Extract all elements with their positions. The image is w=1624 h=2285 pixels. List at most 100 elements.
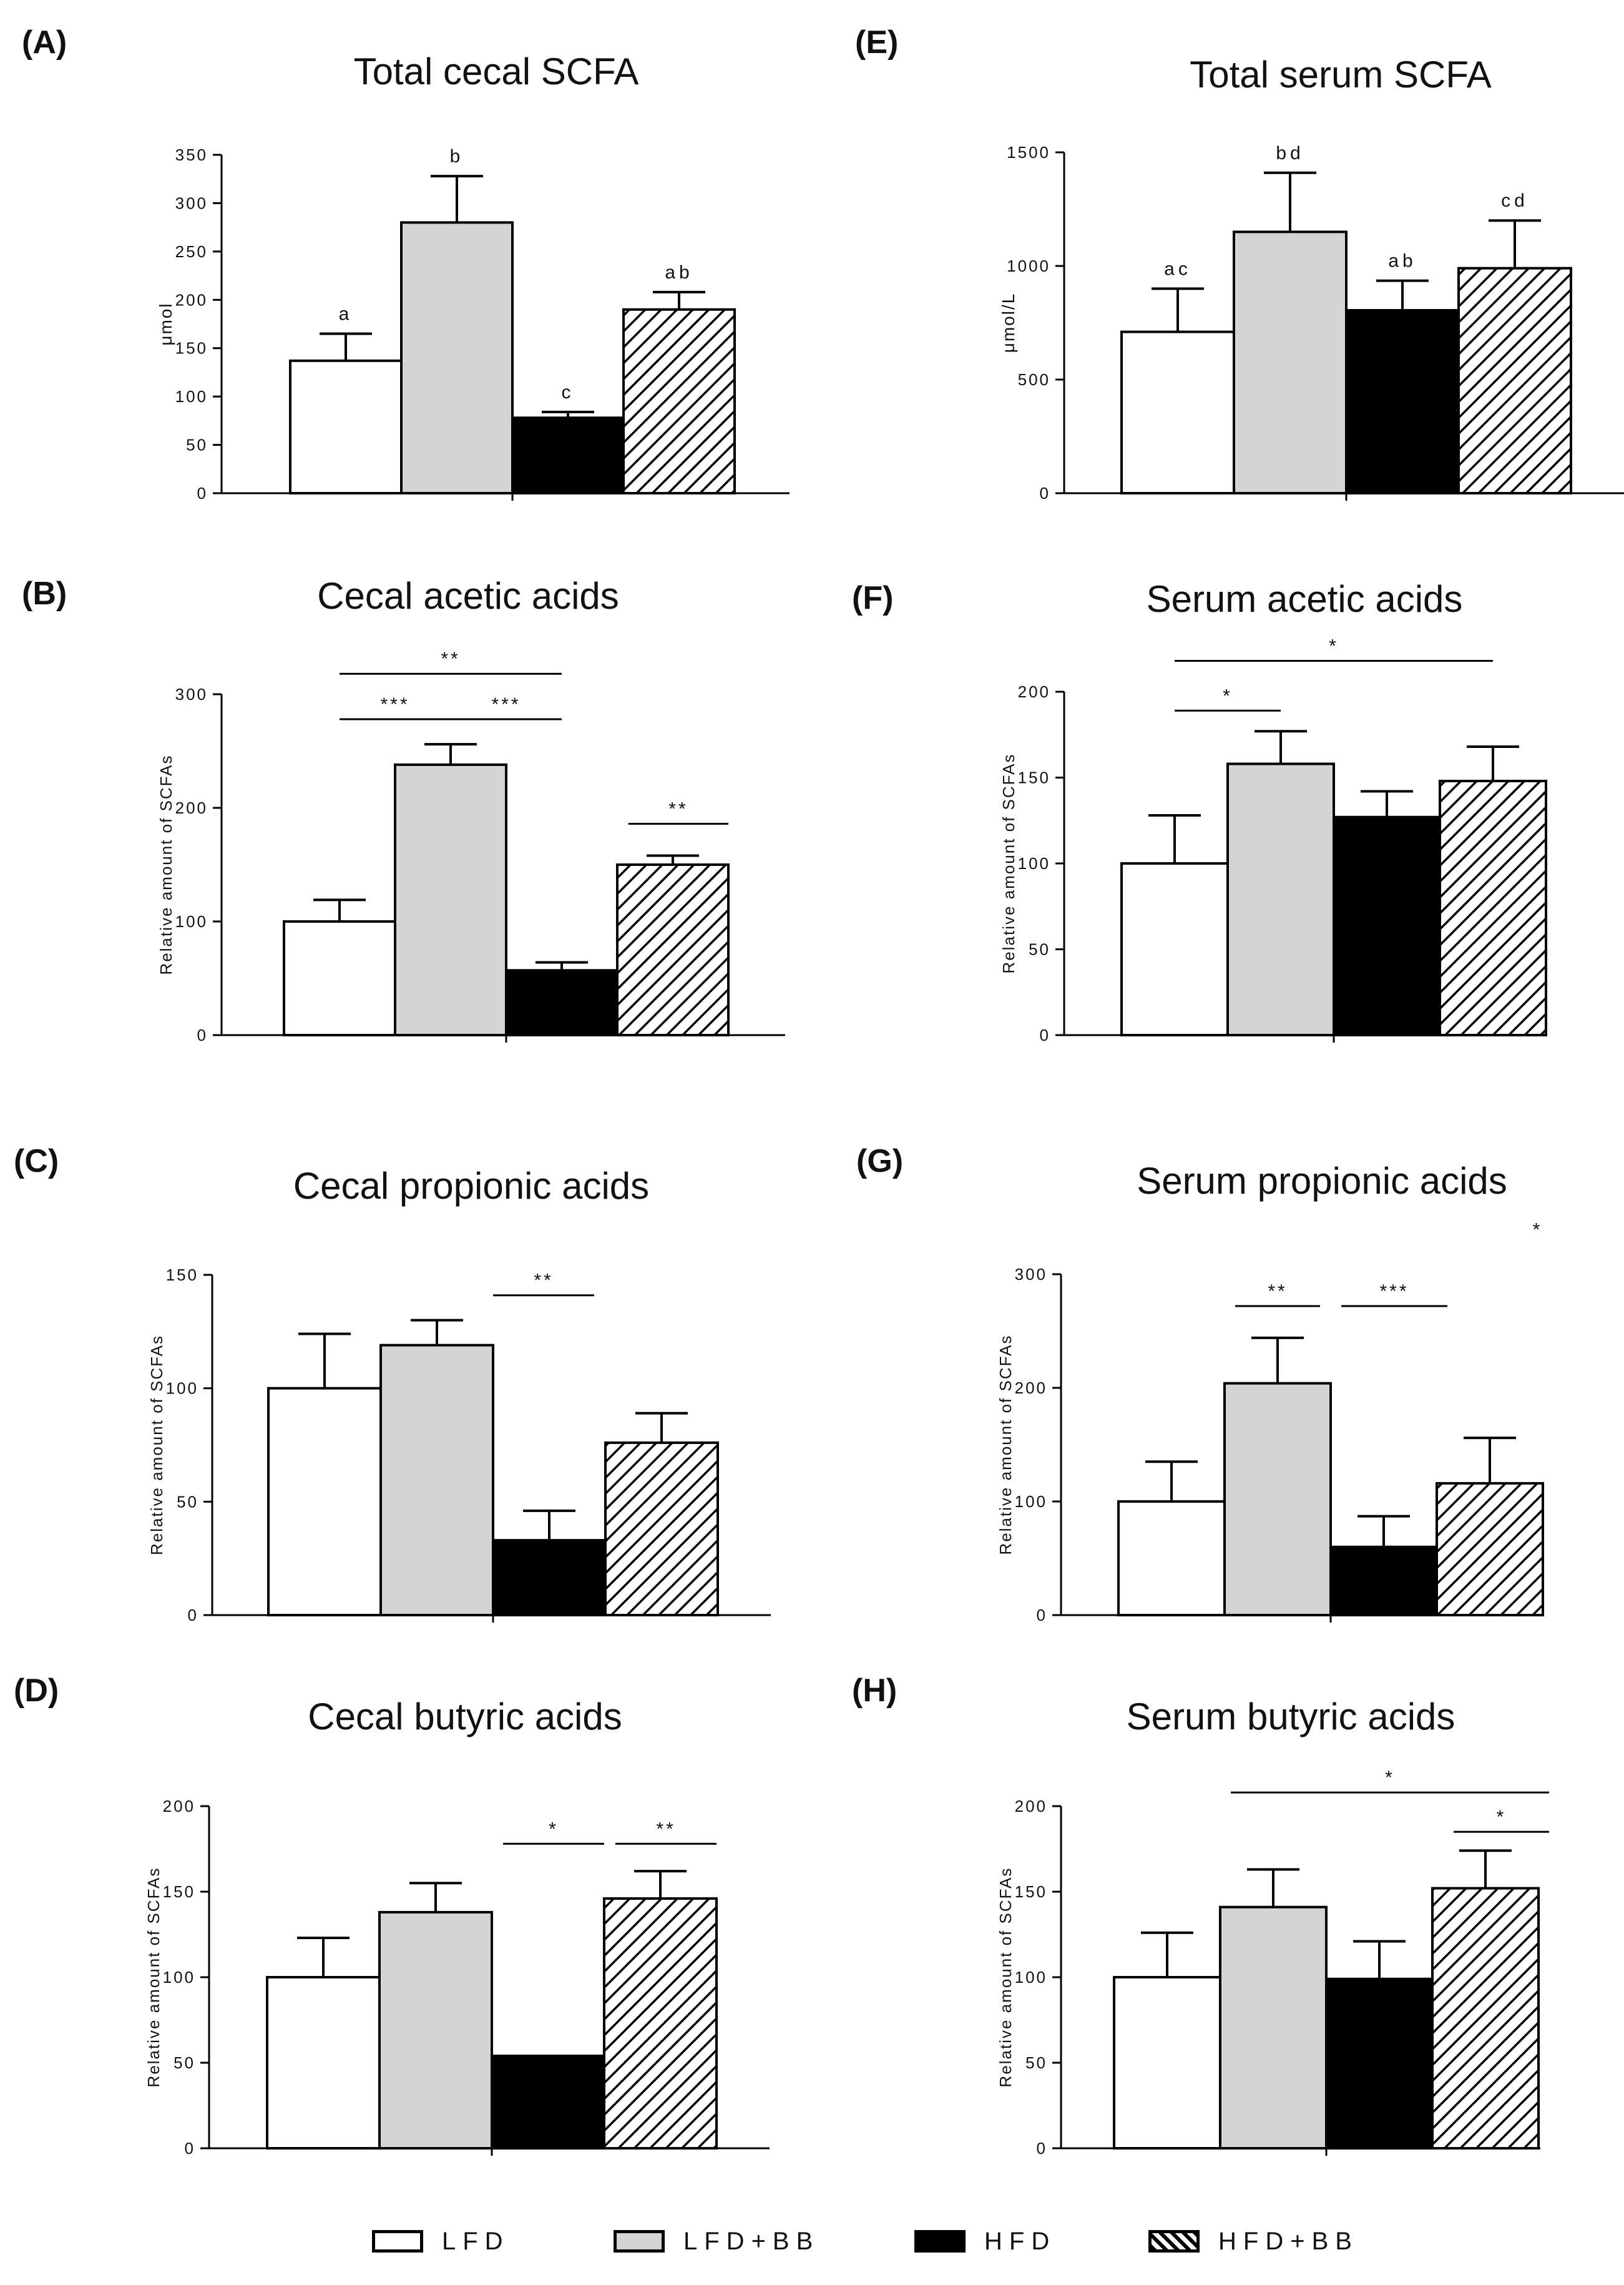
bar-lfd-bb xyxy=(400,221,514,494)
legend-label-hfd-bb: HFD+BB xyxy=(1218,2227,1359,2255)
panel-label: (D) xyxy=(14,1673,59,1709)
bar-hfd-bb xyxy=(622,308,736,494)
y-axis-label: Relative amount of SCFAs xyxy=(144,1867,163,2088)
legend-label-hfd: HFD xyxy=(984,2227,1057,2255)
panel-label: (G) xyxy=(856,1143,903,1179)
bar-hfd xyxy=(1345,308,1460,494)
chart-title: Cecal acetic acids xyxy=(317,575,619,617)
significance-letter: bd xyxy=(1276,143,1304,164)
legend-item-hfd-bb: HFD+BB xyxy=(1148,2223,1359,2260)
y-tick-label: 100 xyxy=(175,387,208,406)
legend: LFD LFD+BB HFD HFD+BB xyxy=(0,2223,1624,2260)
significance-label: ** xyxy=(534,1270,553,1291)
chart-panel-c: (C) Cecal propionic acids Relative amount … xyxy=(14,1143,771,1624)
chart-title: Serum butyric acids xyxy=(1127,1696,1455,1737)
bar-hfd xyxy=(491,2055,605,2150)
y-axis-label: Relative amount of SCFAs xyxy=(996,1335,1015,1555)
panel-label: (B) xyxy=(22,576,67,612)
y-tick-label: 300 xyxy=(175,194,208,212)
y-tick-label: 200 xyxy=(175,290,208,309)
bar-lfd xyxy=(1120,330,1235,494)
y-tick-label: 100 xyxy=(166,1379,198,1398)
significance-label: * xyxy=(1223,686,1233,706)
y-tick-label: 0 xyxy=(1040,484,1050,503)
y-tick-label: 250 xyxy=(175,242,208,261)
y-tick-label: 200 xyxy=(1015,1797,1047,1816)
significance-label: *** xyxy=(380,694,409,715)
significance-label: ** xyxy=(668,799,688,819)
significance-letter: ac xyxy=(1164,258,1191,279)
bar-lfd-bb xyxy=(1233,230,1348,494)
legend-label-lfd: LFD xyxy=(442,2227,510,2255)
bar-hfd-bb xyxy=(1457,267,1572,494)
y-tick-label: 0 xyxy=(197,1026,208,1044)
y-tick-label: 200 xyxy=(1015,1378,1047,1397)
significance-label: ** xyxy=(656,1819,675,1839)
significance-letter: cd xyxy=(1501,190,1529,211)
y-tick-label: 500 xyxy=(1018,370,1050,389)
y-tick-label: 50 xyxy=(186,436,208,455)
bar-hfd-bb xyxy=(1431,1887,1540,2150)
bar-lfd xyxy=(1117,1500,1226,1616)
y-tick-label: 1500 xyxy=(1007,143,1050,162)
legend-item-lfd-bb: LFD+BB xyxy=(614,2223,819,2260)
significance-letter: c xyxy=(562,382,575,403)
bar-lfd-bb xyxy=(1226,762,1335,1036)
y-axis-label: Relative amount of SCFAs xyxy=(996,1867,1015,2088)
y-tick-label: 50 xyxy=(1025,2053,1047,2072)
panel-label: (C) xyxy=(14,1143,59,1179)
y-tick-label: 50 xyxy=(1029,940,1050,959)
bar-lfd-bb xyxy=(394,763,507,1036)
y-axis-label: Relative amount of SCFAs xyxy=(999,754,1018,974)
chart-panel-g: (G) Serum propionic acids Relative amount … xyxy=(856,1143,1544,1624)
y-tick-label: 1000 xyxy=(1007,257,1050,275)
bar-hfd-bb xyxy=(616,863,730,1036)
bar-lfd xyxy=(266,1976,381,2150)
bar-lfd xyxy=(289,359,403,494)
bar-lfd xyxy=(267,1387,382,1617)
y-tick-label: 200 xyxy=(175,799,208,817)
y-tick-label: 0 xyxy=(197,484,208,503)
bar-hfd-bb xyxy=(1439,780,1547,1036)
chart-panel-a: (A) Total cecal SCFA μmol 0 50 100 150 200 250 30… xyxy=(22,24,790,503)
chart-title: Cecal butyric acids xyxy=(308,1696,622,1737)
significance-letter: b xyxy=(450,146,464,167)
bar-lfd-bb xyxy=(1219,1905,1328,2150)
chart-panel-f: (F) Serum acetic acids Relative amount of … xyxy=(852,578,1547,1044)
legend-label-lfd-bb: LFD+BB xyxy=(683,2227,820,2255)
significance-label: * xyxy=(1329,636,1339,657)
chart-title: Total cecal SCFA xyxy=(354,51,639,92)
panel-label: (A) xyxy=(22,24,67,61)
y-tick-label: 0 xyxy=(1037,1606,1047,1624)
panel-label: (E) xyxy=(855,24,898,61)
significance-label: *** xyxy=(491,694,521,715)
bar-lfd-bb xyxy=(378,1910,493,2150)
bar-lfd-bb xyxy=(379,1344,494,1616)
y-tick-label: 300 xyxy=(1015,1265,1047,1284)
significance-label: ** xyxy=(1268,1281,1287,1302)
significance-label: *** xyxy=(1379,1281,1409,1302)
chart-panel-b: (B) Cecal acetic acids Relative amount of … xyxy=(22,575,785,1044)
y-tick-label: 50 xyxy=(174,2053,195,2072)
significance-label: * xyxy=(549,1819,559,1839)
chart-title: Serum propionic acids xyxy=(1137,1160,1507,1202)
y-tick-label: 0 xyxy=(1040,1026,1050,1044)
bar-hfd-bb xyxy=(603,1897,718,2150)
panel-label: (F) xyxy=(852,580,893,616)
y-axis-label: μmol/L xyxy=(999,293,1018,353)
y-tick-label: 100 xyxy=(1018,854,1050,873)
significance-label: * xyxy=(1385,1767,1395,1788)
bar-lfd-bb xyxy=(1223,1382,1332,1616)
bar-hfd-bb xyxy=(1436,1482,1544,1616)
y-tick-label: 0 xyxy=(188,1606,198,1624)
y-tick-label: 350 xyxy=(175,145,208,164)
chart-panel-h: (H) Serum butyric acids Relative amount of… xyxy=(852,1673,1549,2158)
bar-hfd xyxy=(505,969,619,1037)
y-tick-label: 150 xyxy=(1018,769,1050,787)
legend-swatch-hfd-bb xyxy=(1148,2230,1200,2253)
bar-hfd xyxy=(511,416,625,494)
y-tick-label: 100 xyxy=(1015,1492,1047,1511)
y-tick-label: 100 xyxy=(1015,1968,1047,1987)
y-tick-label: 300 xyxy=(175,685,208,704)
